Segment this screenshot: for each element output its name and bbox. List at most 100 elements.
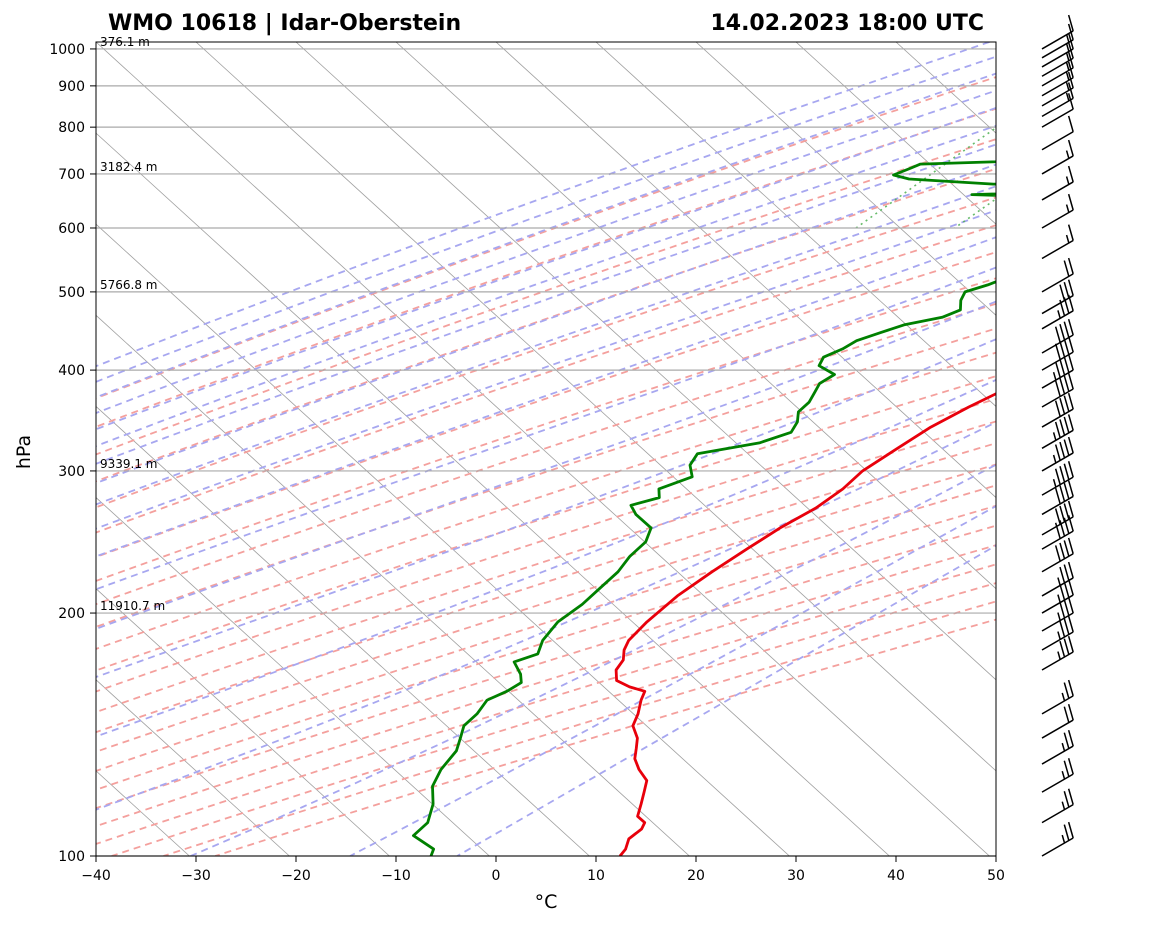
x-tick-label: 0 [492, 868, 501, 884]
wind-barb [1041, 71, 1074, 107]
moist-adiabat [349, 505, 996, 856]
axes: −40 −30 −20 −10 0 10 20 30 40 50 100 200 300 400 500 60… [49, 42, 1005, 884]
y-tick-label: 600 [58, 221, 85, 237]
plot-frame [95, 41, 997, 857]
wind-barb [1041, 42, 1074, 77]
moist-adiabat [96, 55, 996, 383]
wind-barb [1041, 578, 1074, 614]
isotherm-line [96, 314, 690, 856]
x-tick-label: 20 [687, 868, 705, 884]
dewpoint-profile [412, 160, 996, 856]
moist-adiabat [96, 89, 996, 415]
moist-adiabat [96, 42, 990, 368]
parcel-profile [1000, 49, 1160, 853]
moist-adiabat [96, 378, 996, 738]
moist-adiabat [96, 300, 996, 630]
chart-title-station: WMO 10618 | Idar-Oberstein [108, 11, 461, 36]
dry-adiabat [163, 600, 996, 856]
wind-barb [1041, 93, 1074, 128]
moist-adiabat [96, 106, 996, 431]
dry-adiabat [96, 224, 996, 534]
dry-adiabat [96, 351, 996, 650]
isotherm-line [96, 223, 790, 856]
x-tick-label: 50 [987, 868, 1005, 884]
y-tick-label: 500 [58, 285, 85, 301]
wind-barb [1041, 115, 1074, 151]
wind-barb [1041, 635, 1074, 671]
wind-barb [1041, 224, 1074, 260]
dry-adiabat [96, 484, 996, 772]
wind-barb [1041, 821, 1074, 857]
dry-adiabat [96, 302, 996, 606]
y-axis-label: hPa [13, 435, 35, 469]
moist-adiabat [96, 124, 996, 448]
isotherm-line [96, 405, 590, 856]
y-tick-label: 200 [58, 606, 85, 622]
wind-barb [1041, 82, 1074, 118]
y-tick-label: 900 [58, 79, 85, 95]
mixing-ratio-line [1086, 42, 1160, 228]
wind-barb [1041, 561, 1074, 597]
wind-barb [1041, 165, 1074, 201]
x-tick-label: 10 [587, 868, 605, 884]
wind-barb [1041, 336, 1074, 371]
moist-adiabat [190, 463, 996, 856]
isotherm-line [96, 497, 490, 856]
moist-adiabat [96, 421, 996, 811]
isobar-grid [96, 48, 996, 857]
isotherm-line [96, 132, 890, 856]
dry-adiabat [96, 504, 996, 791]
wind-barb [1041, 729, 1074, 765]
moist-adiabat [96, 266, 996, 591]
dry-adiabat [96, 420, 996, 713]
wind-barb [1041, 32, 1074, 68]
wind-barb [1041, 414, 1074, 449]
y-tick-label: 400 [58, 363, 85, 379]
wind-barb [1041, 372, 1074, 408]
wind-barb [1041, 596, 1074, 632]
isotherm-line [695, 42, 996, 316]
x-tick-label: −10 [381, 868, 411, 884]
wind-barb [1041, 704, 1074, 739]
height-label: 376.1 m [100, 35, 150, 49]
isotherm-line [595, 42, 996, 407]
moist-adiabat [96, 209, 996, 530]
y-tick-label: 1000 [49, 42, 85, 58]
dry-adiabat [96, 375, 996, 672]
isotherm-line [795, 42, 996, 225]
dry-adiabat [96, 251, 996, 559]
wind-barb [1041, 537, 1074, 573]
dry-adiabat [96, 138, 996, 456]
wind-barb [1041, 393, 1074, 428]
wind-barb [1041, 139, 1074, 175]
wind-barb [1041, 515, 1074, 550]
x-tick-label: 40 [887, 868, 905, 884]
wind-barb [1041, 758, 1074, 793]
isotherm-line [96, 42, 990, 856]
x-tick-label: −20 [281, 868, 311, 884]
isotherm-line [195, 42, 996, 772]
mixing-ratio-line [1152, 42, 1160, 228]
height-label: 5766.8 m [100, 278, 158, 292]
moist-adiabat [96, 338, 996, 679]
wind-barb [1041, 480, 1074, 516]
wind-barb [1041, 500, 1074, 536]
isotherm-line [96, 588, 390, 856]
y-tick-label: 100 [58, 849, 85, 865]
wind-barb [1041, 436, 1074, 472]
dry-adiabat [96, 442, 996, 734]
moist-adiabat [96, 163, 996, 485]
wind-barb [1041, 193, 1074, 229]
wind-barb [1041, 14, 1074, 50]
dry-adiabat [96, 277, 996, 582]
x-tick-label: −30 [181, 868, 211, 884]
dry-adiabat [96, 167, 996, 483]
y-tick-label: 300 [58, 464, 85, 480]
height-label: 11910.7 m [100, 599, 165, 613]
plot-background [96, 42, 1160, 856]
dry-adiabat [96, 327, 996, 628]
wind-barb [1041, 51, 1074, 87]
x-tick-label: 30 [787, 868, 805, 884]
x-axis-label: °C [535, 891, 558, 913]
